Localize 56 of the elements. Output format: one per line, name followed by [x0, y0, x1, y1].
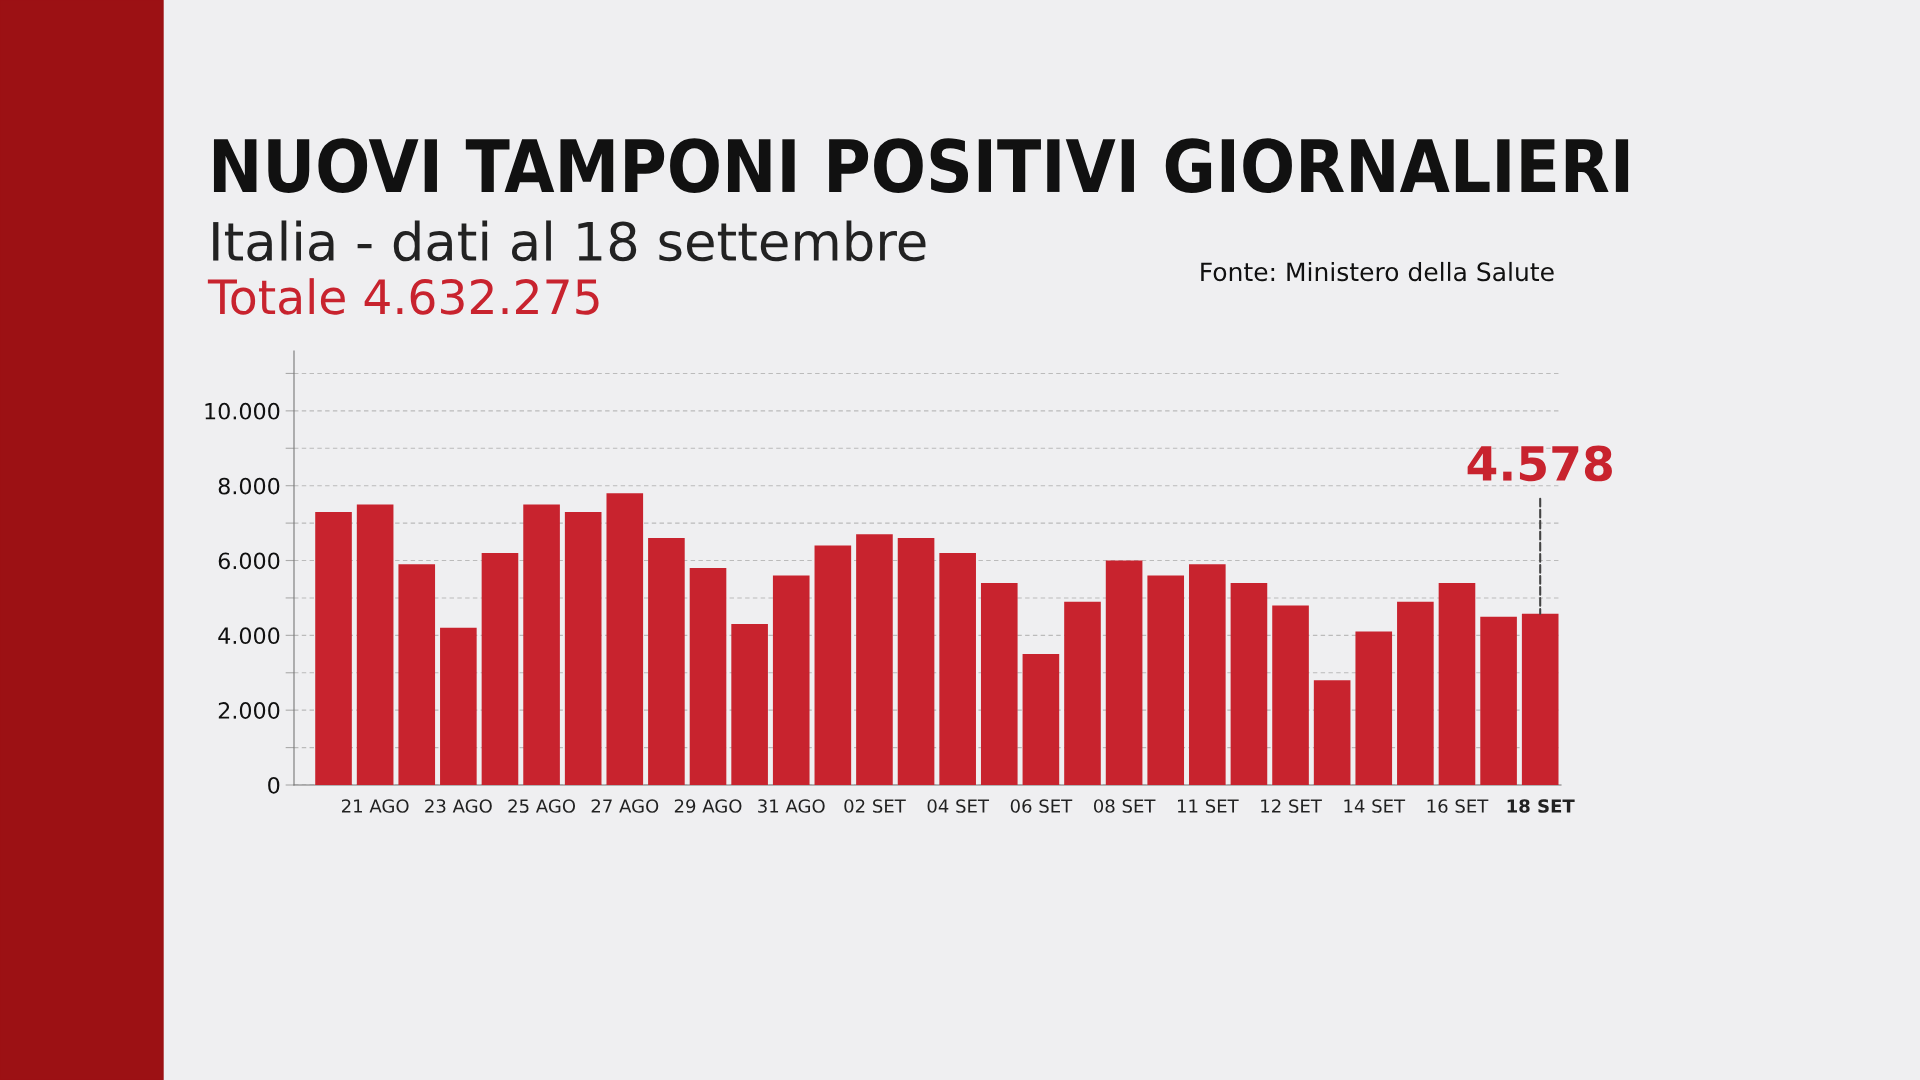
- bar: [1438, 582, 1476, 785]
- bar: [481, 553, 519, 785]
- x-tick-label: 31 AGO: [758, 799, 825, 813]
- bar: [1355, 631, 1393, 785]
- x-tick-label: 29 AGO: [674, 799, 742, 813]
- bar: [1064, 601, 1101, 785]
- bar: [398, 564, 436, 785]
- bar: [980, 582, 1018, 785]
- bar: [689, 568, 727, 785]
- bar: [856, 534, 893, 785]
- x-tick-label: 16 SET: [1427, 799, 1489, 813]
- x-tick-label: 27 AGO: [591, 799, 659, 813]
- x-tick-label: 12 SET: [1261, 799, 1322, 813]
- x-tick-label: 02 SET: [844, 799, 906, 813]
- bar: [315, 511, 352, 785]
- y-tick-label: 0: [268, 776, 280, 794]
- bar: [897, 538, 935, 785]
- bar: [564, 511, 602, 785]
- x-tick-label: 08 SET: [1093, 799, 1156, 813]
- chart-title: NUOVI TAMPONI POSITIVI GIORNALIERI: [213, 138, 1629, 193]
- x-tick-label: 25 AGO: [508, 799, 576, 813]
- bar: [1480, 616, 1517, 785]
- x-tick-label: 14 SET: [1344, 799, 1406, 813]
- x-tick-label: 18 SET: [1507, 799, 1575, 813]
- y-tick-label: 4.000: [218, 627, 280, 645]
- bar: [772, 575, 810, 785]
- bar: [1521, 613, 1559, 785]
- bar: [1230, 582, 1268, 785]
- bar: [1272, 605, 1309, 785]
- bar: [939, 553, 976, 785]
- bar: [1313, 680, 1351, 785]
- bar: [523, 504, 560, 785]
- bar: [1397, 601, 1434, 785]
- bar: [1105, 560, 1143, 785]
- source-note: Fonte: Ministero della Salute: [1201, 261, 1554, 282]
- bar: [606, 493, 644, 785]
- text: Totale 4.632.275: [207, 278, 599, 315]
- x-tick-label: 11 SET: [1178, 799, 1239, 813]
- x-tick-label: 23 AGO: [425, 799, 492, 813]
- bar: [814, 545, 852, 785]
- bar: [731, 624, 768, 785]
- annotation: 4.578: [1467, 445, 1612, 482]
- x-tick-label: 06 SET: [1010, 799, 1073, 813]
- bar: [356, 504, 394, 785]
- bar: [648, 538, 685, 785]
- x-tick-label: 21 AGO: [341, 799, 409, 813]
- bar: [1189, 564, 1226, 785]
- y-tick-label: 2.000: [218, 702, 280, 719]
- y-tick-label: 8.000: [218, 477, 280, 495]
- bar: [440, 627, 477, 785]
- y-tick-label: 10.000: [205, 402, 280, 420]
- x-tick-label: 04 SET: [927, 799, 990, 813]
- bar: [1147, 575, 1185, 785]
- y-tick-label: 6.000: [218, 552, 280, 570]
- bar: [1022, 654, 1060, 785]
- chart-subtitle: Italia - dati al 18 settembre: [213, 220, 926, 262]
